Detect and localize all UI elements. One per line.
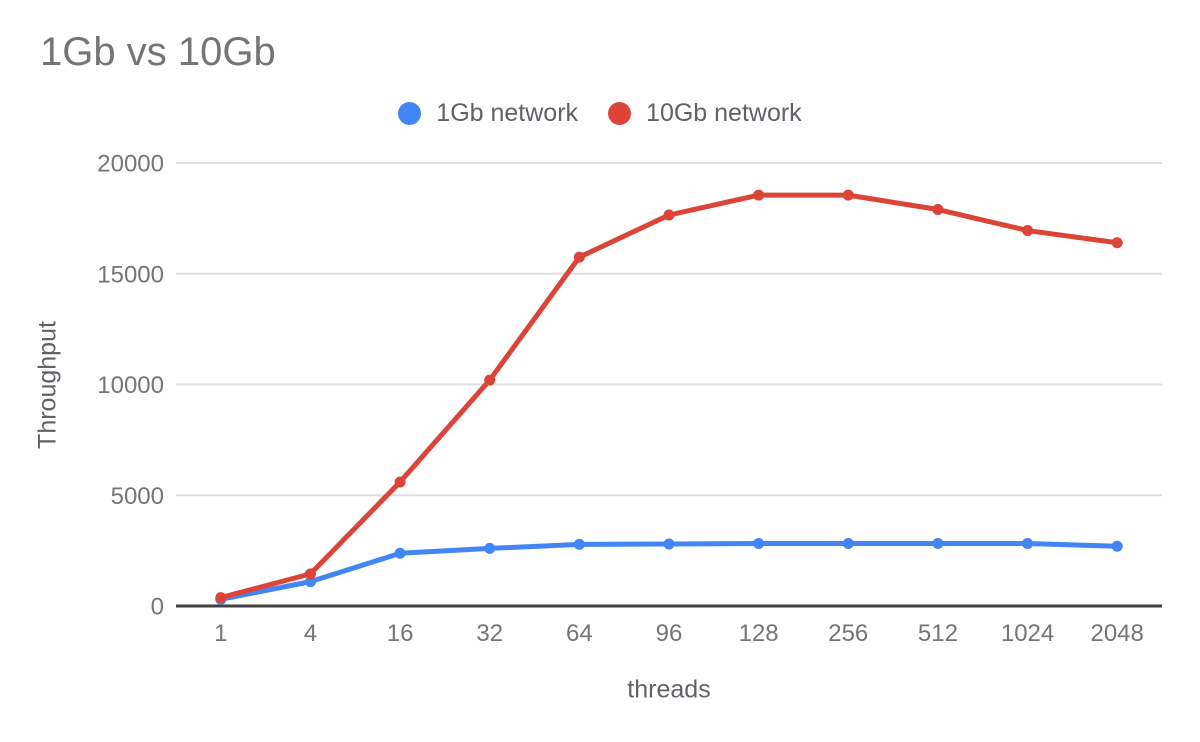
- legend-swatch-circle-icon: [398, 102, 422, 125]
- data-point-10gb-network[interactable]: [394, 476, 406, 488]
- x-tick-label: 1: [214, 620, 227, 647]
- series-line-1gb-network: [218, 541, 1120, 602]
- legend-label: 10Gb network: [646, 99, 802, 127]
- y-tick-label: 20000: [97, 151, 164, 178]
- series-line-10gb-network: [218, 192, 1120, 601]
- legend-item-10gb[interactable]: 10Gb network: [608, 99, 802, 128]
- x-tick-label: 1024: [1001, 620, 1054, 647]
- x-axis-title: threads: [627, 675, 711, 704]
- x-tick-label: 96: [656, 620, 683, 647]
- chart-title: 1Gb vs 10Gb: [40, 30, 276, 74]
- data-point-10gb-network[interactable]: [753, 189, 765, 201]
- data-point-1gb-network[interactable]: [394, 547, 406, 559]
- legend-label: 1Gb network: [436, 99, 579, 127]
- data-point-1gb-network[interactable]: [932, 538, 944, 550]
- data-point-1gb-network[interactable]: [663, 538, 675, 550]
- y-tick-label: 0: [151, 594, 164, 621]
- data-point-1gb-network[interactable]: [1022, 538, 1034, 550]
- y-tick-label: 15000: [97, 261, 164, 288]
- x-tick-label: 128: [739, 620, 779, 647]
- legend-item-1gb[interactable]: 1Gb network: [398, 99, 578, 128]
- legend-swatch-circle-icon: [608, 102, 632, 125]
- data-point-10gb-network[interactable]: [932, 204, 944, 216]
- data-point-1gb-network[interactable]: [573, 538, 585, 550]
- data-point-1gb-network[interactable]: [842, 538, 854, 550]
- data-point-1gb-network[interactable]: [753, 538, 765, 550]
- data-point-10gb-network[interactable]: [1022, 225, 1034, 237]
- x-tick-label: 2048: [1090, 620, 1143, 647]
- data-point-1gb-network[interactable]: [1111, 540, 1123, 552]
- data-point-10gb-network[interactable]: [663, 209, 675, 221]
- data-point-10gb-network[interactable]: [842, 189, 854, 201]
- x-tick-label: 32: [476, 620, 503, 647]
- x-tick-label: 512: [918, 620, 958, 647]
- data-point-10gb-network[interactable]: [215, 592, 227, 604]
- data-point-10gb-network[interactable]: [1111, 237, 1123, 249]
- x-tick-label: 64: [566, 620, 593, 647]
- y-tick-label: 10000: [97, 372, 164, 399]
- legend: 1Gb network 10Gb network: [0, 99, 1200, 128]
- data-point-10gb-network[interactable]: [484, 374, 496, 386]
- x-tick-label: 16: [387, 620, 414, 647]
- x-tick-label: 4: [304, 620, 317, 647]
- data-point-10gb-network[interactable]: [304, 568, 316, 580]
- x-tick-label: 256: [828, 620, 868, 647]
- data-point-1gb-network[interactable]: [304, 576, 316, 588]
- data-point-1gb-network[interactable]: [484, 542, 496, 554]
- y-tick-label: 5000: [111, 483, 164, 510]
- data-point-10gb-network[interactable]: [573, 251, 585, 263]
